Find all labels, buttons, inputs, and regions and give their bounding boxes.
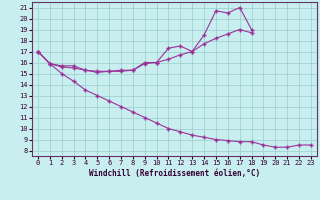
X-axis label: Windchill (Refroidissement éolien,°C): Windchill (Refroidissement éolien,°C) (89, 169, 260, 178)
